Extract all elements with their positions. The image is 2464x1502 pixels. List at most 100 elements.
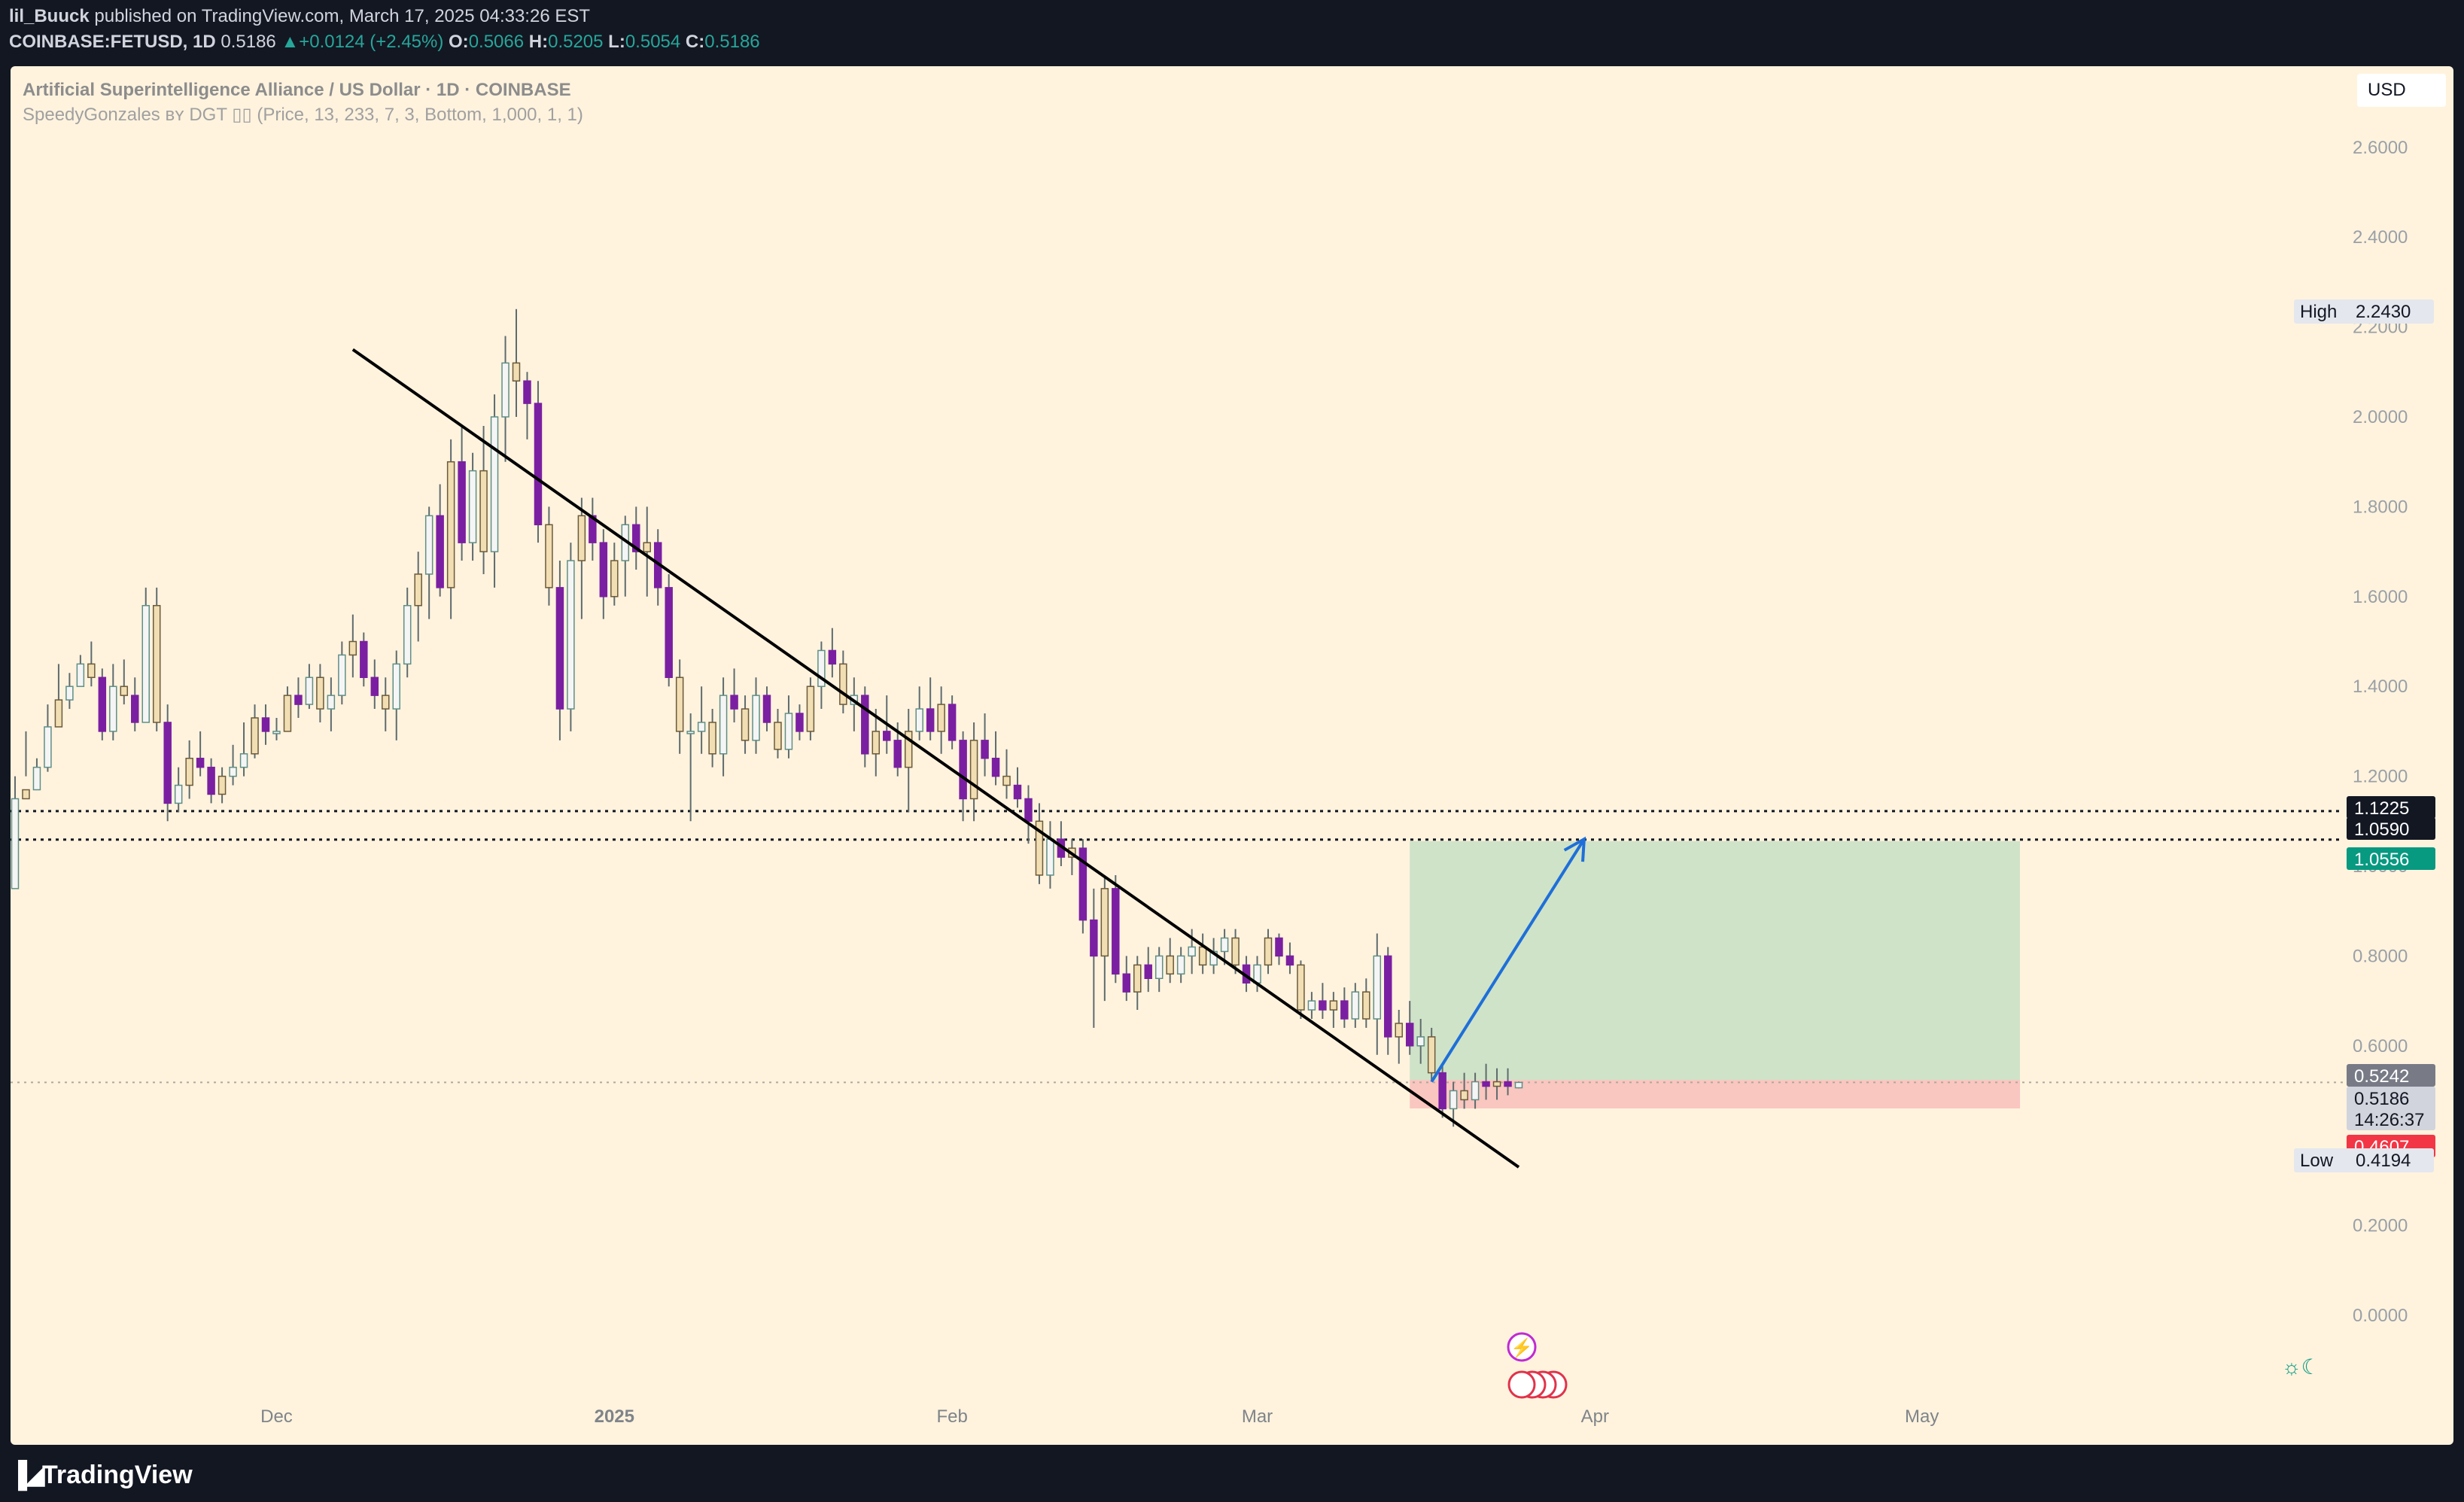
y-tick-label: 1.6000 <box>2353 587 2408 607</box>
candle-body <box>272 731 281 734</box>
author-name[interactable]: lil_Buuck <box>9 6 90 26</box>
candle-body <box>1133 964 1142 993</box>
candle-body <box>327 695 336 710</box>
candle <box>741 695 750 754</box>
lightning-icon: ⚡ <box>1507 1332 1537 1362</box>
candle <box>1285 942 1294 974</box>
candle <box>708 709 716 768</box>
candle <box>490 394 499 588</box>
low-label: L: <box>608 32 625 52</box>
candle <box>621 515 630 597</box>
price-label-bg <box>2347 1064 2435 1087</box>
price-label-bg <box>2347 796 2435 819</box>
trendline <box>351 348 1520 1169</box>
candle-body <box>490 416 499 552</box>
currency-button[interactable]: USD <box>2357 74 2446 107</box>
y-tick-label: 1.8000 <box>2353 497 2408 517</box>
candle <box>926 677 935 740</box>
candle <box>1471 1072 1480 1109</box>
tradingview-logo[interactable]: ▐◢TradingView <box>9 1460 193 1490</box>
logo-text: TradingView <box>42 1461 193 1489</box>
candle-body <box>981 740 989 759</box>
candle-body <box>109 686 117 732</box>
candle-body <box>414 573 422 607</box>
indicator-legend[interactable]: SpeedyGonzales ʙʏ DGT ▯▯ (Price, 13, 233… <box>23 105 583 125</box>
candle <box>1002 749 1011 799</box>
candle <box>981 713 989 777</box>
candle <box>675 659 684 754</box>
triangle-up-icon: ▲ <box>281 32 300 52</box>
candle-body <box>817 649 826 687</box>
candle <box>283 686 292 732</box>
candle <box>534 381 543 543</box>
candle-body <box>610 560 619 597</box>
y-tick-label: 1.4000 <box>2353 677 2408 697</box>
publish-line: lil_Buuck published on TradingView.com, … <box>9 6 590 27</box>
price-label-value: 0.5242 <box>2354 1066 2409 1087</box>
price-axis-label: 1.1225 <box>2347 796 2435 819</box>
price-chart[interactable]: ⚡ 2.60002.40002.20002.00001.80001.60001.… <box>11 66 2453 1445</box>
candle <box>1373 933 1382 1055</box>
candle-body <box>1514 1081 1523 1089</box>
candle-body <box>567 560 575 710</box>
candle-body <box>98 677 107 732</box>
candle-body <box>1002 775 1011 786</box>
candle-body <box>239 753 248 768</box>
candle-body <box>589 515 597 543</box>
candle <box>1133 956 1142 1011</box>
candle-body <box>54 699 63 728</box>
candle-body <box>904 731 913 768</box>
candle <box>458 425 466 561</box>
candle <box>272 717 281 740</box>
candle-body <box>1046 838 1054 876</box>
chart-frame[interactable]: ⚡ 2.6000 2.4000 2.2000 2.0000 1.8000 1.6000 1.… <box>11 66 2453 1445</box>
candle-body <box>207 766 215 795</box>
candle-body <box>1351 991 1360 1020</box>
high-value: 0.5205 <box>548 32 604 52</box>
candle <box>555 561 564 740</box>
candle <box>11 776 20 889</box>
candle <box>969 722 978 822</box>
candle <box>861 686 869 768</box>
candle-body <box>555 587 564 710</box>
candle-body <box>1166 955 1174 975</box>
candle-body <box>1100 888 1109 957</box>
candle-body <box>577 515 586 561</box>
candle <box>370 659 379 710</box>
candle <box>479 425 488 574</box>
candle <box>937 686 945 754</box>
candle <box>1024 785 1033 844</box>
candle-body <box>1231 937 1240 966</box>
y-tick-label: 2.6000 <box>2353 138 2408 158</box>
x-tick-label: 2025 <box>595 1406 634 1427</box>
price-label-value: 1.0556 <box>2354 850 2409 870</box>
candle <box>348 614 357 678</box>
us-flag-icon <box>1507 1370 1536 1399</box>
candle <box>1176 947 1185 984</box>
candle-body <box>795 713 804 732</box>
candle-body <box>719 695 728 755</box>
y-tick-label: 1.2000 <box>2353 767 2408 787</box>
candle-body <box>839 663 847 705</box>
candle-body <box>392 663 400 710</box>
candle-body <box>1405 1023 1414 1047</box>
low-label-bg <box>2294 1148 2434 1172</box>
candle-body <box>141 604 150 723</box>
candle <box>653 529 662 606</box>
candle <box>131 677 139 731</box>
high-label-bg <box>2294 299 2434 324</box>
candle <box>1231 929 1240 974</box>
candle <box>1482 1063 1490 1100</box>
candle-body <box>152 604 161 723</box>
candle <box>1449 1081 1458 1127</box>
last-price: 0.5186 <box>221 32 276 52</box>
candle <box>872 709 881 777</box>
candle <box>1384 947 1392 1055</box>
candle <box>730 668 738 722</box>
candle <box>1329 992 1338 1028</box>
candle-body <box>828 649 837 665</box>
price-label-countdown: 14:26:37 <box>2354 1110 2424 1130</box>
candle <box>392 650 400 740</box>
low-value: 0.5054 <box>625 32 681 52</box>
candle <box>120 659 129 705</box>
